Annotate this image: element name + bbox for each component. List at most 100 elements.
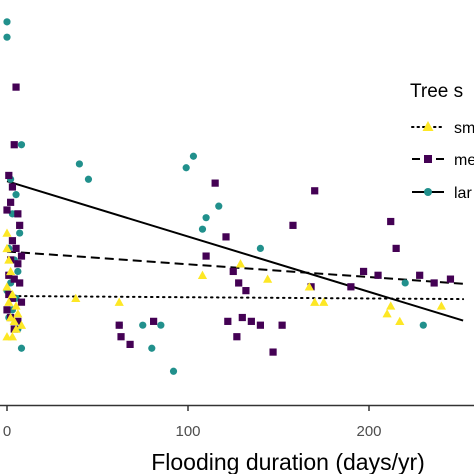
point-small-4 <box>2 282 12 291</box>
point-medium-9 <box>12 244 20 252</box>
point-medium-47 <box>392 244 400 252</box>
point-small-23 <box>382 309 392 318</box>
point-medium-35 <box>238 313 246 322</box>
point-medium-45 <box>374 271 382 279</box>
point-small-21 <box>310 297 320 306</box>
point-small-25 <box>395 316 405 326</box>
fit-lines <box>6 180 465 322</box>
point-small-5 <box>7 289 18 299</box>
legend-title: Tree s <box>410 81 463 102</box>
point-small-17 <box>197 270 208 279</box>
point-medium-27 <box>202 252 210 260</box>
point-large-18 <box>84 175 93 183</box>
point-large-27 <box>202 214 210 222</box>
point-medium-37 <box>256 321 264 329</box>
point-small-16 <box>114 297 124 306</box>
point-medium-4 <box>7 198 15 206</box>
point-large-20 <box>139 321 147 329</box>
point-large-28 <box>215 202 223 210</box>
point-large-16 <box>17 344 26 352</box>
point-small-1 <box>2 243 12 253</box>
legend-item-small: sm <box>411 120 474 137</box>
point-small-15 <box>71 293 81 302</box>
point-medium-28 <box>211 179 219 187</box>
point-small-11 <box>16 320 27 329</box>
legend-key-triangle-marker <box>422 121 434 131</box>
point-medium-13 <box>5 271 13 279</box>
point-large-31 <box>419 321 427 329</box>
point-medium-38 <box>278 321 286 329</box>
fit-line-large <box>6 180 464 322</box>
point-medium-21 <box>14 317 22 325</box>
legend: Tree s sm me lar <box>410 81 474 202</box>
point-medium-8 <box>8 237 17 245</box>
point-small-20 <box>304 282 314 291</box>
point-medium-43 <box>347 283 355 291</box>
point-medium-10 <box>17 252 26 260</box>
point-medium-24 <box>117 333 125 341</box>
point-large-4 <box>12 191 20 199</box>
point-medium-34 <box>233 333 241 341</box>
point-small-3 <box>6 266 16 276</box>
point-medium-5 <box>3 206 11 214</box>
legend-label-small: sm <box>454 120 474 137</box>
point-medium-23 <box>115 321 123 329</box>
point-medium-18 <box>17 298 26 306</box>
point-large-9 <box>14 267 22 276</box>
point-small-0 <box>2 228 12 237</box>
point-medium-15 <box>16 279 24 287</box>
point-medium-29 <box>222 233 230 241</box>
point-large-24 <box>182 164 190 172</box>
point-medium-3 <box>8 183 17 191</box>
point-large-30 <box>401 279 409 287</box>
point-small-13 <box>7 332 18 341</box>
data-points <box>2 18 455 375</box>
point-small-9 <box>9 316 19 326</box>
point-small-22 <box>319 297 329 306</box>
point-large-6 <box>16 229 24 237</box>
point-small-10 <box>13 309 23 318</box>
x-tick-label-200: 200 <box>356 423 381 440</box>
x-tick-label-0: 0 <box>3 423 11 440</box>
point-medium-6 <box>14 210 22 218</box>
point-medium-50 <box>446 275 455 283</box>
point-medium-49 <box>430 279 438 287</box>
point-small-14 <box>11 324 21 333</box>
point-medium-2 <box>5 171 13 180</box>
point-small-7 <box>11 301 21 310</box>
point-small-2 <box>4 255 14 264</box>
point-medium-40 <box>289 221 297 229</box>
point-medium-48 <box>416 271 424 279</box>
point-medium-19 <box>3 306 11 314</box>
point-medium-46 <box>387 217 395 226</box>
point-small-24 <box>386 301 396 310</box>
fit-line-small <box>6 295 465 301</box>
point-large-0 <box>3 18 11 26</box>
legend-key-square-marker <box>424 155 432 163</box>
point-large-21 <box>157 321 165 329</box>
legend-label-medium: me <box>454 152 474 169</box>
point-small-6 <box>4 297 14 306</box>
point-large-25 <box>189 152 198 160</box>
point-medium-39 <box>269 348 277 356</box>
fit-line-medium <box>6 250 464 285</box>
point-medium-26 <box>150 317 158 325</box>
point-small-18 <box>235 259 246 268</box>
x-axis-title: Flooding duration (days/yr) <box>151 449 425 474</box>
point-large-17 <box>75 160 83 168</box>
point-medium-12 <box>14 260 22 268</box>
point-medium-42 <box>311 187 319 195</box>
point-small-26 <box>436 301 446 310</box>
point-medium-36 <box>247 317 255 325</box>
point-medium-1 <box>10 141 18 149</box>
point-large-23 <box>169 367 178 375</box>
point-medium-14 <box>10 275 18 283</box>
point-large-29 <box>256 244 264 252</box>
axes: 0 100 200 Flooding duration (days/yr) <box>0 404 474 474</box>
point-medium-31 <box>235 279 243 287</box>
point-large-26 <box>198 225 207 233</box>
legend-item-medium: me <box>412 152 474 169</box>
point-medium-0 <box>12 83 20 91</box>
point-large-1 <box>3 33 11 41</box>
